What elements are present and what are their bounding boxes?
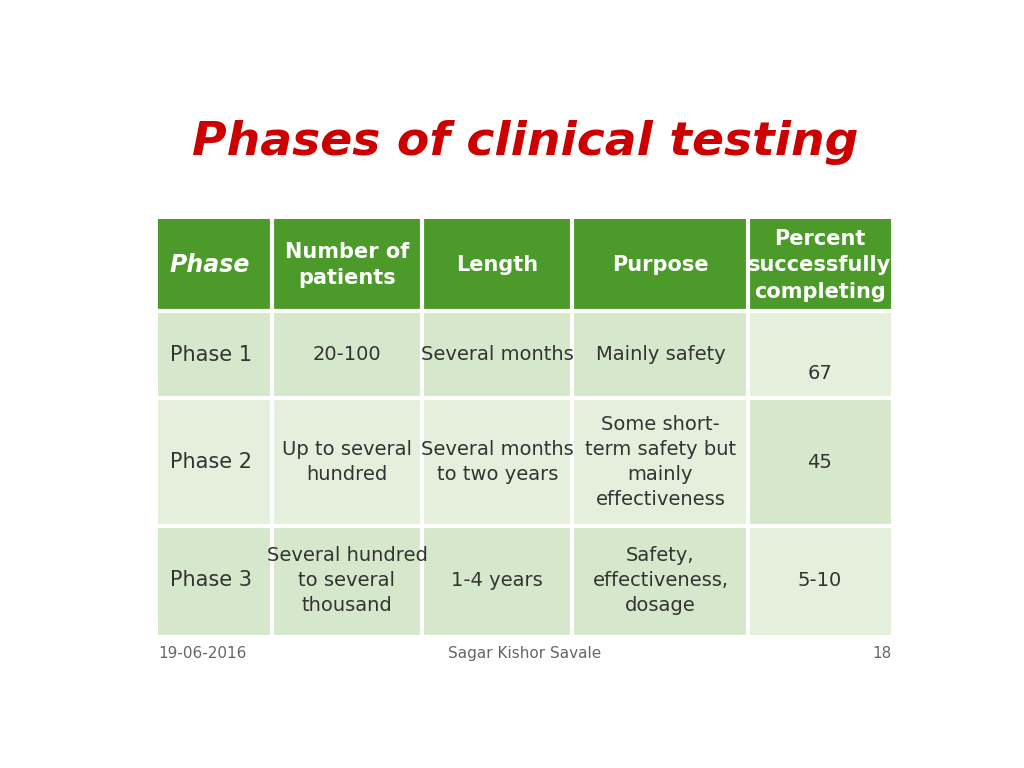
Text: Phase 3: Phase 3: [170, 571, 252, 591]
Text: 18: 18: [872, 647, 892, 661]
Text: Some short-
term safety but
mainly
effectiveness: Some short- term safety but mainly effec…: [585, 415, 736, 509]
Text: Purpose: Purpose: [612, 255, 709, 275]
Text: Phase 1: Phase 1: [170, 345, 252, 365]
Bar: [422, 525, 572, 635]
Text: Number of
patients: Number of patients: [285, 242, 410, 288]
Bar: [271, 525, 422, 635]
Bar: [158, 220, 271, 311]
Text: 19-06-2016: 19-06-2016: [158, 647, 247, 661]
Text: Several hundred
to several
thousand: Several hundred to several thousand: [266, 546, 427, 615]
Text: 45: 45: [808, 452, 833, 472]
Bar: [422, 311, 572, 399]
Text: 5-10: 5-10: [798, 571, 842, 590]
Text: Phase 2: Phase 2: [170, 452, 252, 472]
Text: Phase: Phase: [170, 253, 250, 277]
Text: Up to several
hundred: Up to several hundred: [282, 440, 412, 484]
Text: Percent
successfully
completing: Percent successfully completing: [749, 229, 892, 302]
Text: Several months: Several months: [421, 346, 573, 364]
Text: Mainly safety: Mainly safety: [596, 346, 725, 364]
Bar: [749, 525, 892, 635]
Text: Several months
to two years: Several months to two years: [421, 440, 573, 484]
Bar: [749, 399, 892, 525]
Bar: [271, 220, 422, 311]
Bar: [422, 220, 572, 311]
Bar: [572, 399, 749, 525]
Text: Safety,
effectiveness,
dosage: Safety, effectiveness, dosage: [593, 546, 728, 615]
Bar: [271, 311, 422, 399]
Text: 1-4 years: 1-4 years: [452, 571, 543, 590]
Text: Length: Length: [457, 255, 539, 275]
Text: 20-100: 20-100: [312, 346, 381, 364]
Bar: [158, 311, 271, 399]
Text: Phases of clinical testing: Phases of clinical testing: [191, 120, 858, 165]
Bar: [572, 311, 749, 399]
Bar: [158, 525, 271, 635]
Bar: [572, 525, 749, 635]
Text: Sagar Kishor Savale: Sagar Kishor Savale: [449, 647, 601, 661]
Text: 67: 67: [808, 365, 833, 383]
Bar: [749, 311, 892, 399]
Bar: [749, 220, 892, 311]
Bar: [572, 220, 749, 311]
Bar: [422, 399, 572, 525]
Bar: [158, 399, 271, 525]
Bar: [271, 399, 422, 525]
